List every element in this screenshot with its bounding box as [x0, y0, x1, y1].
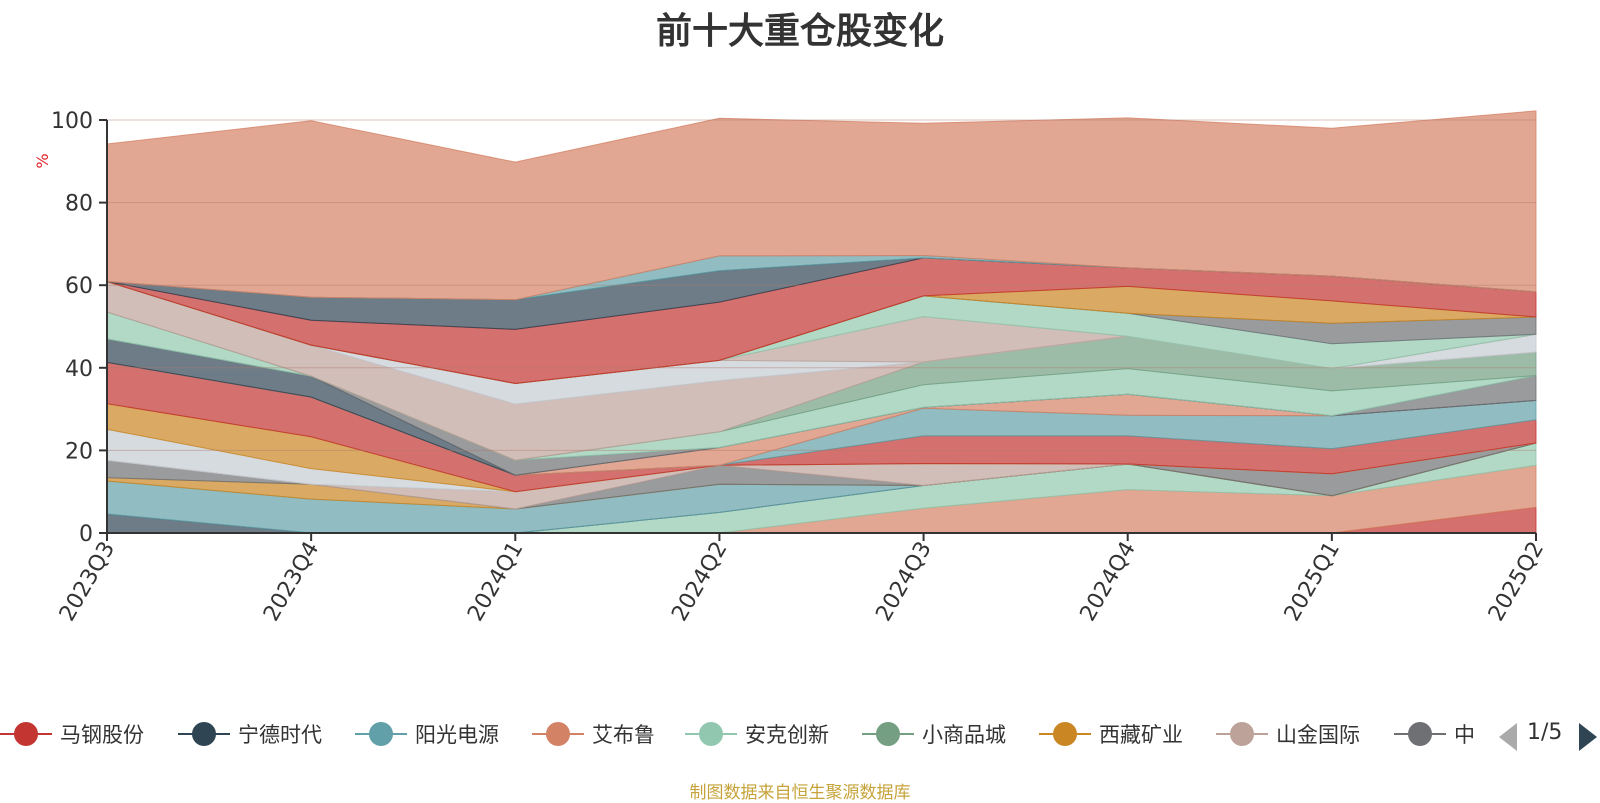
legend-label: 中	[1454, 723, 1475, 747]
legend-swatch	[1394, 720, 1446, 748]
x-tick-label: 2023Q3	[55, 538, 120, 626]
legend-item[interactable]: 马钢股份	[0, 714, 144, 754]
legend-item[interactable]: 小商品城	[862, 714, 1006, 754]
y-tick-label: 0	[79, 522, 93, 547]
legend-swatch	[355, 720, 407, 748]
legend-page-indicator: 1/5	[1527, 720, 1563, 745]
legend-swatch	[178, 720, 230, 748]
legend-item[interactable]: 中	[1394, 714, 1475, 754]
legend-item[interactable]: 阳光电源	[355, 714, 499, 754]
legend-item[interactable]: 西藏矿业	[1039, 714, 1183, 754]
legend-label: 宁德时代	[238, 723, 322, 747]
legend-label: 小商品城	[922, 723, 1006, 747]
legend-swatch	[532, 720, 584, 748]
chart-plot: 0 20 40 60 80 100 2023Q3 2023Q4 2024Q1 2024Q2 2024…	[33, 109, 1549, 626]
gridlines	[107, 119, 1536, 451]
y-tick-label: 100	[51, 109, 93, 134]
area-series-layer	[106, 110, 1537, 534]
legend-items-viewport: 马钢股份 宁德时代 阳光电源 艾布鲁 安克创新 小商品城 西藏矿业 山金国际 中	[0, 714, 1475, 754]
legend-item[interactable]: 山金国际	[1216, 714, 1360, 754]
legend-label: 西藏矿业	[1099, 723, 1183, 747]
x-tick-label: 2023Q4	[259, 538, 324, 626]
chart-title: 前十大重仓股变化	[655, 11, 944, 52]
x-tick-label: 2024Q3	[871, 538, 936, 626]
legend-item[interactable]: 宁德时代	[178, 714, 322, 754]
y-tick-label: 60	[65, 274, 93, 299]
y-axis-label: %	[33, 153, 52, 168]
x-tick-label: 2024Q1	[463, 538, 528, 626]
x-tick-label: 2024Q2	[667, 538, 732, 626]
y-tick-label: 20	[65, 439, 93, 464]
x-tick-label: 2025Q1	[1280, 538, 1345, 626]
legend-swatch	[1039, 720, 1091, 748]
legend-item[interactable]: 艾布鲁	[532, 714, 655, 754]
source-note: 制图数据来自恒生聚源数据库	[689, 783, 911, 803]
legend-label: 山金国际	[1276, 723, 1360, 747]
legend-swatch	[862, 720, 914, 748]
legend-swatch	[1216, 720, 1268, 748]
x-tick-label: 2025Q2	[1484, 538, 1549, 626]
y-tick-label: 80	[65, 192, 93, 217]
legend-label: 艾布鲁	[592, 723, 655, 747]
legend-swatch	[685, 720, 737, 748]
y-tick-label: 40	[65, 357, 93, 382]
legend-label: 马钢股份	[60, 723, 144, 747]
x-tick-label: 2024Q4	[1076, 538, 1141, 626]
area-series-26	[106, 110, 1537, 301]
legend: 马钢股份 宁德时代 阳光电源 艾布鲁 安克创新 小商品城 西藏矿业 山金国际 中 1/5	[0, 714, 1600, 754]
legend-label: 安克创新	[745, 723, 829, 747]
triangle-left-icon[interactable]	[1499, 723, 1517, 751]
legend-label: 阳光电源	[415, 723, 499, 747]
legend-pager: 1/5	[1499, 720, 1600, 751]
legend-item[interactable]: 安克创新	[685, 714, 829, 754]
legend-swatch	[0, 720, 52, 748]
triangle-right-icon[interactable]	[1579, 723, 1597, 751]
